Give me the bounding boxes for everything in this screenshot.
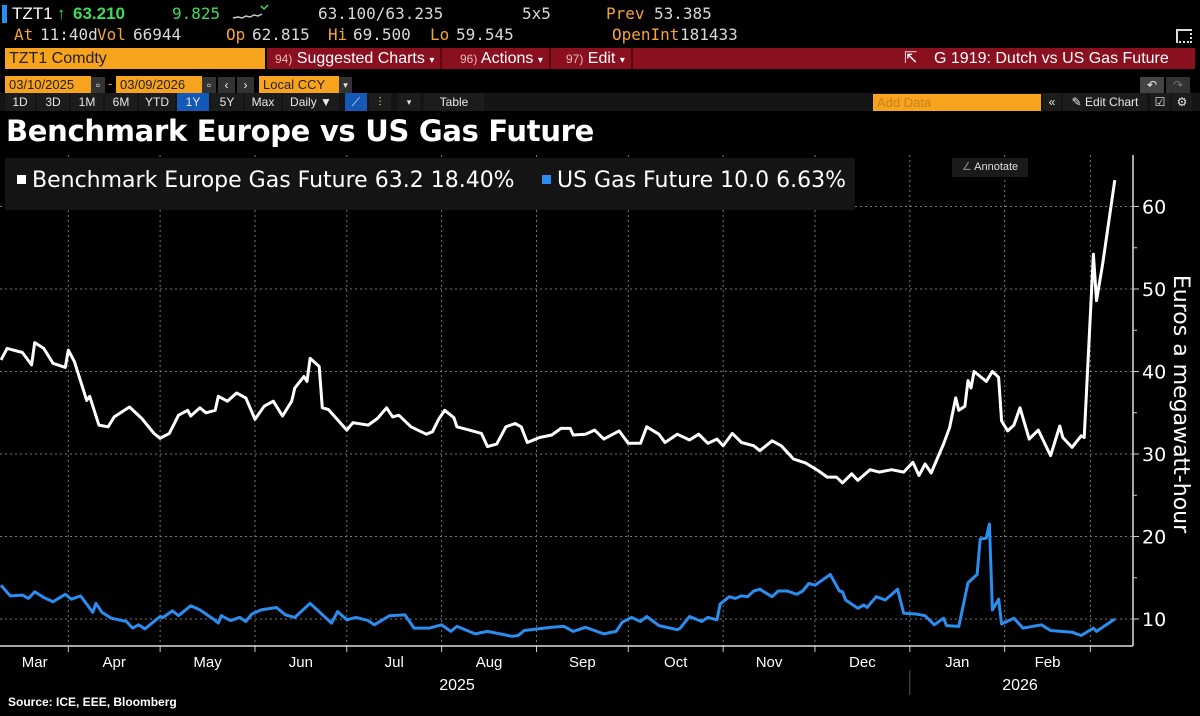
range-ytd[interactable]: YTD xyxy=(139,93,175,111)
expand-icon[interactable] xyxy=(1176,29,1192,43)
chart-type-dropdown[interactable]: ▾ xyxy=(398,93,420,111)
chevron-down-icon[interactable]: ▾ xyxy=(339,77,352,94)
gear-icon[interactable]: ⚙ xyxy=(1172,93,1192,111)
edit-view-icon[interactable]: ☑ xyxy=(1150,93,1170,111)
y-tick-label: 10 xyxy=(1142,609,1166,631)
source-note: Source: ICE, EEE, Bloomberg xyxy=(8,695,177,709)
edit-menu[interactable]: 97) Edit ▾ xyxy=(560,48,633,69)
x-tick-label: Feb xyxy=(1035,654,1061,671)
prev-value: 53.385 xyxy=(654,4,712,23)
x-tick-label: May xyxy=(193,654,222,671)
x-tick-label: Apr xyxy=(103,654,126,671)
chart-title: Benchmark Europe vs US Gas Future xyxy=(6,114,595,148)
table-button[interactable]: Table xyxy=(424,93,484,111)
bid-ask-size: 5x5 xyxy=(522,4,551,23)
time-value: 11:40d xyxy=(40,25,98,44)
line-chart-icon[interactable]: ⟋ xyxy=(345,93,367,111)
y-tick-label: 20 xyxy=(1142,527,1166,549)
range-6m[interactable]: 6M xyxy=(105,93,137,111)
calendar-icon[interactable]: ▫ xyxy=(91,77,105,94)
calendar-icon[interactable]: ▫ xyxy=(202,77,216,94)
undo-icon[interactable]: ↶ xyxy=(1140,77,1164,94)
frequency-select[interactable]: Daily ▼ xyxy=(283,93,339,111)
x-tick-label: Oct xyxy=(664,654,688,671)
edit-chart-button[interactable]: ✎ Edit Chart xyxy=(1063,93,1147,111)
prev-label: Prev xyxy=(606,4,645,23)
legend-item-us[interactable]: US Gas Future 10.0 6.63% xyxy=(557,168,846,193)
range-1y[interactable]: 1Y xyxy=(177,93,209,111)
x-tick-label: Dec xyxy=(849,654,876,671)
y-tick-label: 50 xyxy=(1142,279,1166,301)
at-label: At xyxy=(14,25,34,44)
collapse-icon[interactable]: « xyxy=(1043,93,1061,111)
redo-icon[interactable]: ↷ xyxy=(1166,77,1190,94)
y-tick-label: 30 xyxy=(1142,444,1166,466)
range-3d[interactable]: 3D xyxy=(37,93,69,111)
low-value: 59.545 xyxy=(456,25,514,44)
series-line-europe xyxy=(0,179,1117,485)
y-tick-label: 60 xyxy=(1142,197,1166,219)
open-interest-label: OpenInt xyxy=(612,25,680,44)
annotate-button[interactable]: ∠ Annotate xyxy=(952,158,1028,177)
end-date-field[interactable]: 03/09/2026 xyxy=(116,76,202,94)
last-price: 63.210 xyxy=(73,4,125,23)
sparkline-icon xyxy=(232,4,269,19)
chevron-right-icon[interactable]: › xyxy=(237,77,254,94)
year-label: 2025 xyxy=(439,677,475,694)
open-value: 62.815 xyxy=(252,25,310,44)
x-tick-label: Jul xyxy=(385,654,404,671)
legend: Benchmark Europe Gas Future 63.2 18.40% … xyxy=(5,158,855,210)
range-5y[interactable]: 5Y xyxy=(211,93,243,111)
legend-swatch-us xyxy=(542,175,551,184)
open-label: Op xyxy=(226,25,246,44)
pencil-icon: ∠ xyxy=(961,161,972,173)
bid-ask: 63.100/63.235 xyxy=(318,4,444,23)
range-1d[interactable]: 1D xyxy=(5,93,35,111)
chart-id: G 1919: Dutch vs US Gas Future xyxy=(934,50,1169,67)
net-change: 9.825 xyxy=(172,4,221,23)
actions-menu[interactable]: 96) Actions ▾ xyxy=(454,48,551,69)
range-1m[interactable]: 1M xyxy=(71,93,103,111)
start-date-field[interactable]: 03/10/2025 xyxy=(5,76,91,94)
vol-value: 66944 xyxy=(133,25,182,44)
legend-item-europe[interactable]: Benchmark Europe Gas Future 63.2 18.40% xyxy=(32,168,515,193)
range-max[interactable]: Max xyxy=(245,93,281,111)
security-marker xyxy=(2,5,7,23)
external-link-icon[interactable]: ⇱ xyxy=(904,50,918,67)
security-field[interactable]: TZT1 Comdty xyxy=(5,48,265,69)
high-label: Hi xyxy=(328,25,348,44)
vol-label: Vol xyxy=(97,25,126,44)
suggested-charts-menu[interactable]: 94) Suggested Charts ▾ xyxy=(269,48,443,69)
currency-select[interactable]: Local CCY xyxy=(259,76,339,94)
x-tick-label: Jan xyxy=(945,654,969,671)
x-tick-label: Mar xyxy=(22,654,48,671)
bar-chart-icon[interactable]: ⫶ xyxy=(369,93,391,111)
x-tick-label: Sep xyxy=(569,654,596,671)
ticker: TZT1 xyxy=(12,4,53,23)
y-axis-label: Euros a megawatt-hour xyxy=(1168,275,1193,534)
x-tick-label: Jun xyxy=(289,654,313,671)
pencil-icon: ✎ xyxy=(1071,95,1082,109)
legend-swatch-europe xyxy=(17,175,26,184)
low-label: Lo xyxy=(430,25,450,44)
open-interest-value: 181433 xyxy=(680,25,738,44)
date-separator: - xyxy=(108,76,113,91)
chevron-left-icon[interactable]: ‹ xyxy=(218,77,235,94)
y-tick-label: 40 xyxy=(1142,362,1166,384)
high-value: 69.500 xyxy=(353,25,411,44)
year-label: 2026 xyxy=(1002,677,1038,694)
toolbar-bar xyxy=(267,48,1195,69)
series-line-us xyxy=(0,522,1116,638)
x-tick-label: Aug xyxy=(476,654,503,671)
up-arrow-icon: ↑ xyxy=(57,4,66,23)
add-data-input[interactable]: Add Data xyxy=(873,94,1041,111)
x-tick-label: Nov xyxy=(756,654,783,671)
